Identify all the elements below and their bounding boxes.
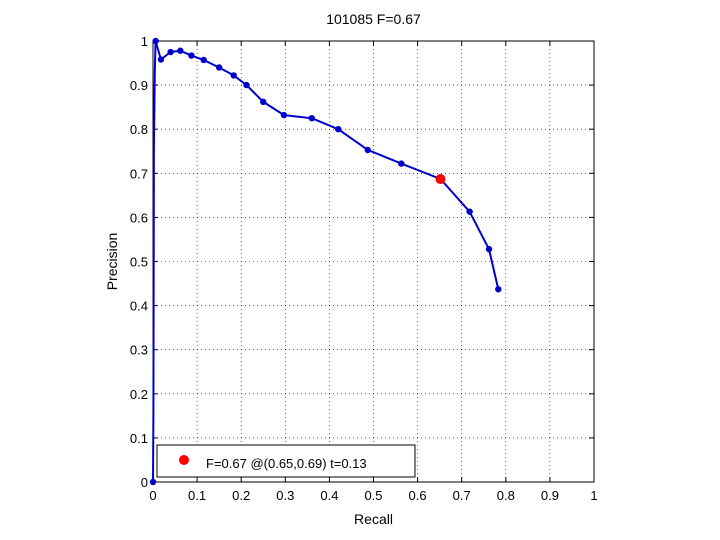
legend: F=0.67 @(0.65,0.69) t=0.13 <box>156 444 416 478</box>
y-tick-label: 0.6 <box>130 210 148 225</box>
y-tick-label: 0.7 <box>130 166 148 181</box>
data-point <box>398 160 405 167</box>
x-tick-label: 0.9 <box>541 488 559 503</box>
x-tick-label: 0.4 <box>320 488 338 503</box>
x-tick-label: 1 <box>590 488 597 503</box>
grid <box>153 41 594 482</box>
y-axis-label: Precision <box>104 233 120 291</box>
data-point <box>167 48 174 56</box>
chart-title: 101085 F=0.67 <box>326 11 421 27</box>
data-point <box>149 478 157 486</box>
x-axis-label: Recall <box>354 511 393 527</box>
x-tick-label: 0.7 <box>453 488 471 503</box>
data-point <box>243 81 250 89</box>
x-tick-label: 0.5 <box>364 488 382 503</box>
y-tick-label: 0.1 <box>130 431 148 446</box>
data-point <box>260 98 267 106</box>
y-tick-label: 1 <box>141 34 148 49</box>
data-point <box>495 286 502 293</box>
data-point <box>200 56 207 64</box>
y-tick-label: 0 <box>141 475 148 490</box>
data-point <box>466 208 473 215</box>
x-tick-labels: 0 0.1 0.2 0.3 0.4 0.5 0.6 0.7 0.8 0.9 1 <box>149 488 597 503</box>
data-point <box>485 245 493 253</box>
y-tick-label: 0.9 <box>130 78 148 93</box>
legend-text: F=0.67 @(0.65,0.69) t=0.13 <box>206 456 367 471</box>
y-tick-label: 0.8 <box>130 122 148 137</box>
x-tick-label: 0.3 <box>276 488 294 503</box>
x-tick-label: 0.2 <box>232 488 250 503</box>
data-point <box>280 111 288 119</box>
x-tick-label: 0 <box>149 488 156 503</box>
data-point <box>177 47 184 54</box>
x-tick-label: 0.6 <box>409 488 427 503</box>
x-tick-label: 0.8 <box>497 488 515 503</box>
y-tick-label: 0.2 <box>130 387 148 402</box>
y-tick-label: 0.4 <box>130 299 148 314</box>
best-f-point <box>435 174 446 185</box>
data-point <box>308 114 315 122</box>
data-point <box>215 64 223 71</box>
data-point <box>152 37 159 45</box>
y-tick-labels: 0 0.1 0.2 0.3 0.4 0.5 0.6 0.7 0.8 0.9 1 <box>130 34 148 490</box>
data-point <box>364 146 371 154</box>
series-layer <box>149 37 502 486</box>
x-tick-label: 0.1 <box>188 488 206 503</box>
data-point <box>188 52 195 59</box>
y-tick-label: 0.5 <box>130 255 148 270</box>
legend-box <box>156 444 416 478</box>
data-point <box>230 72 237 79</box>
data-point <box>157 56 165 63</box>
legend-marker <box>179 455 189 465</box>
y-tick-label: 0.3 <box>130 343 148 358</box>
data-point <box>335 126 342 133</box>
